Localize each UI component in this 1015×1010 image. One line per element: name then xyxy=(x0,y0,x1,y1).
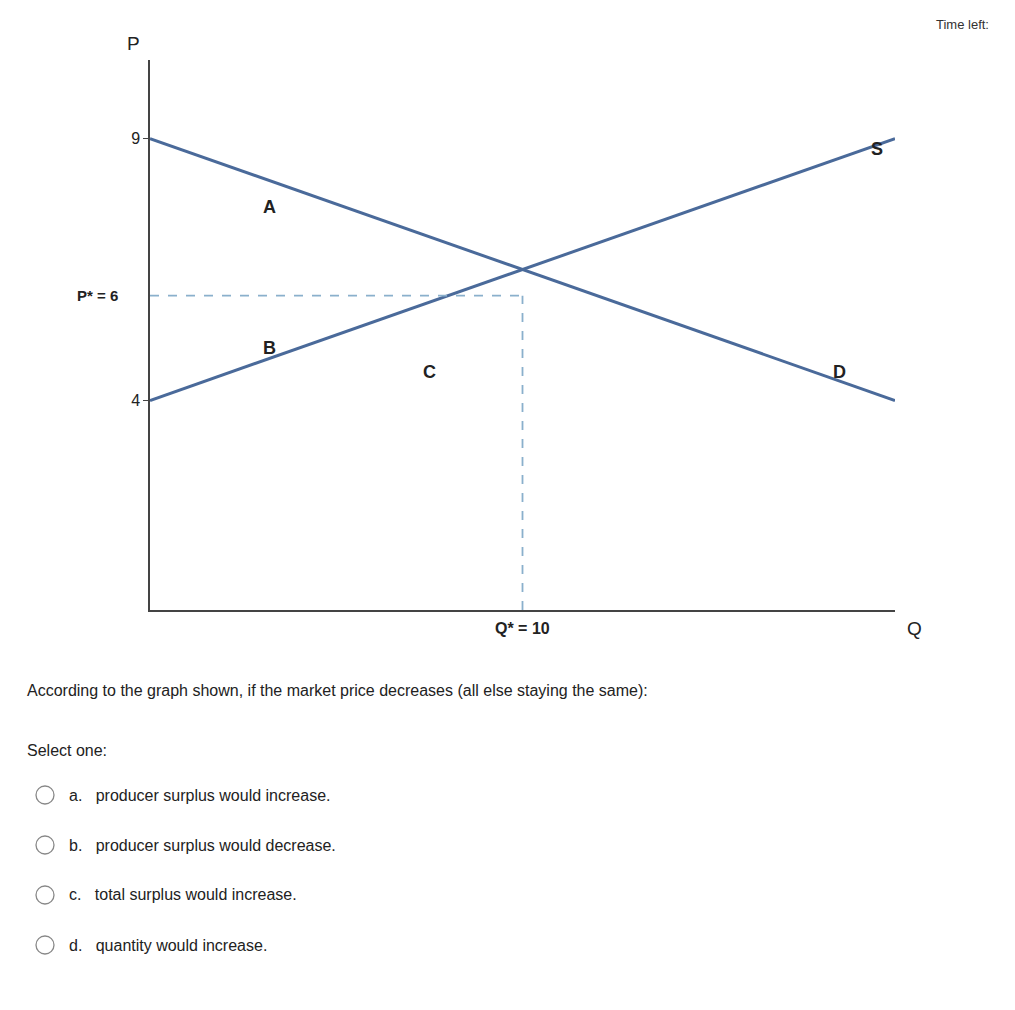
svg-text:Time left:: Time left: xyxy=(936,17,993,32)
svg-text:P: P xyxy=(127,33,140,54)
svg-text:D: D xyxy=(833,362,846,382)
svg-text:4: 4 xyxy=(131,392,140,409)
svg-text:Select one:: Select one: xyxy=(27,742,107,759)
svg-text:P* = 6: P* = 6 xyxy=(77,287,118,304)
svg-text:B: B xyxy=(263,338,276,358)
svg-text:Q: Q xyxy=(907,618,922,639)
svg-text:a. producer surplus would in: a. producer surplus would increase. xyxy=(69,787,330,804)
svg-text:S: S xyxy=(871,139,883,159)
svg-text:Q* = 10: Q* = 10 xyxy=(495,620,550,637)
svg-text:b. producer surplus would de: b. producer surplus would decrease. xyxy=(69,837,336,854)
svg-text:c. total surplus would incre: c. total surplus would increase. xyxy=(69,886,297,903)
svg-text:C: C xyxy=(423,362,436,382)
svg-text:9: 9 xyxy=(131,130,140,147)
svg-text:d. quantity would increase.: d. quantity would increase. xyxy=(69,937,267,954)
svg-text:According to the graph shown,: According to the graph shown, if the mar… xyxy=(27,682,648,699)
svg-text:A: A xyxy=(263,197,276,217)
